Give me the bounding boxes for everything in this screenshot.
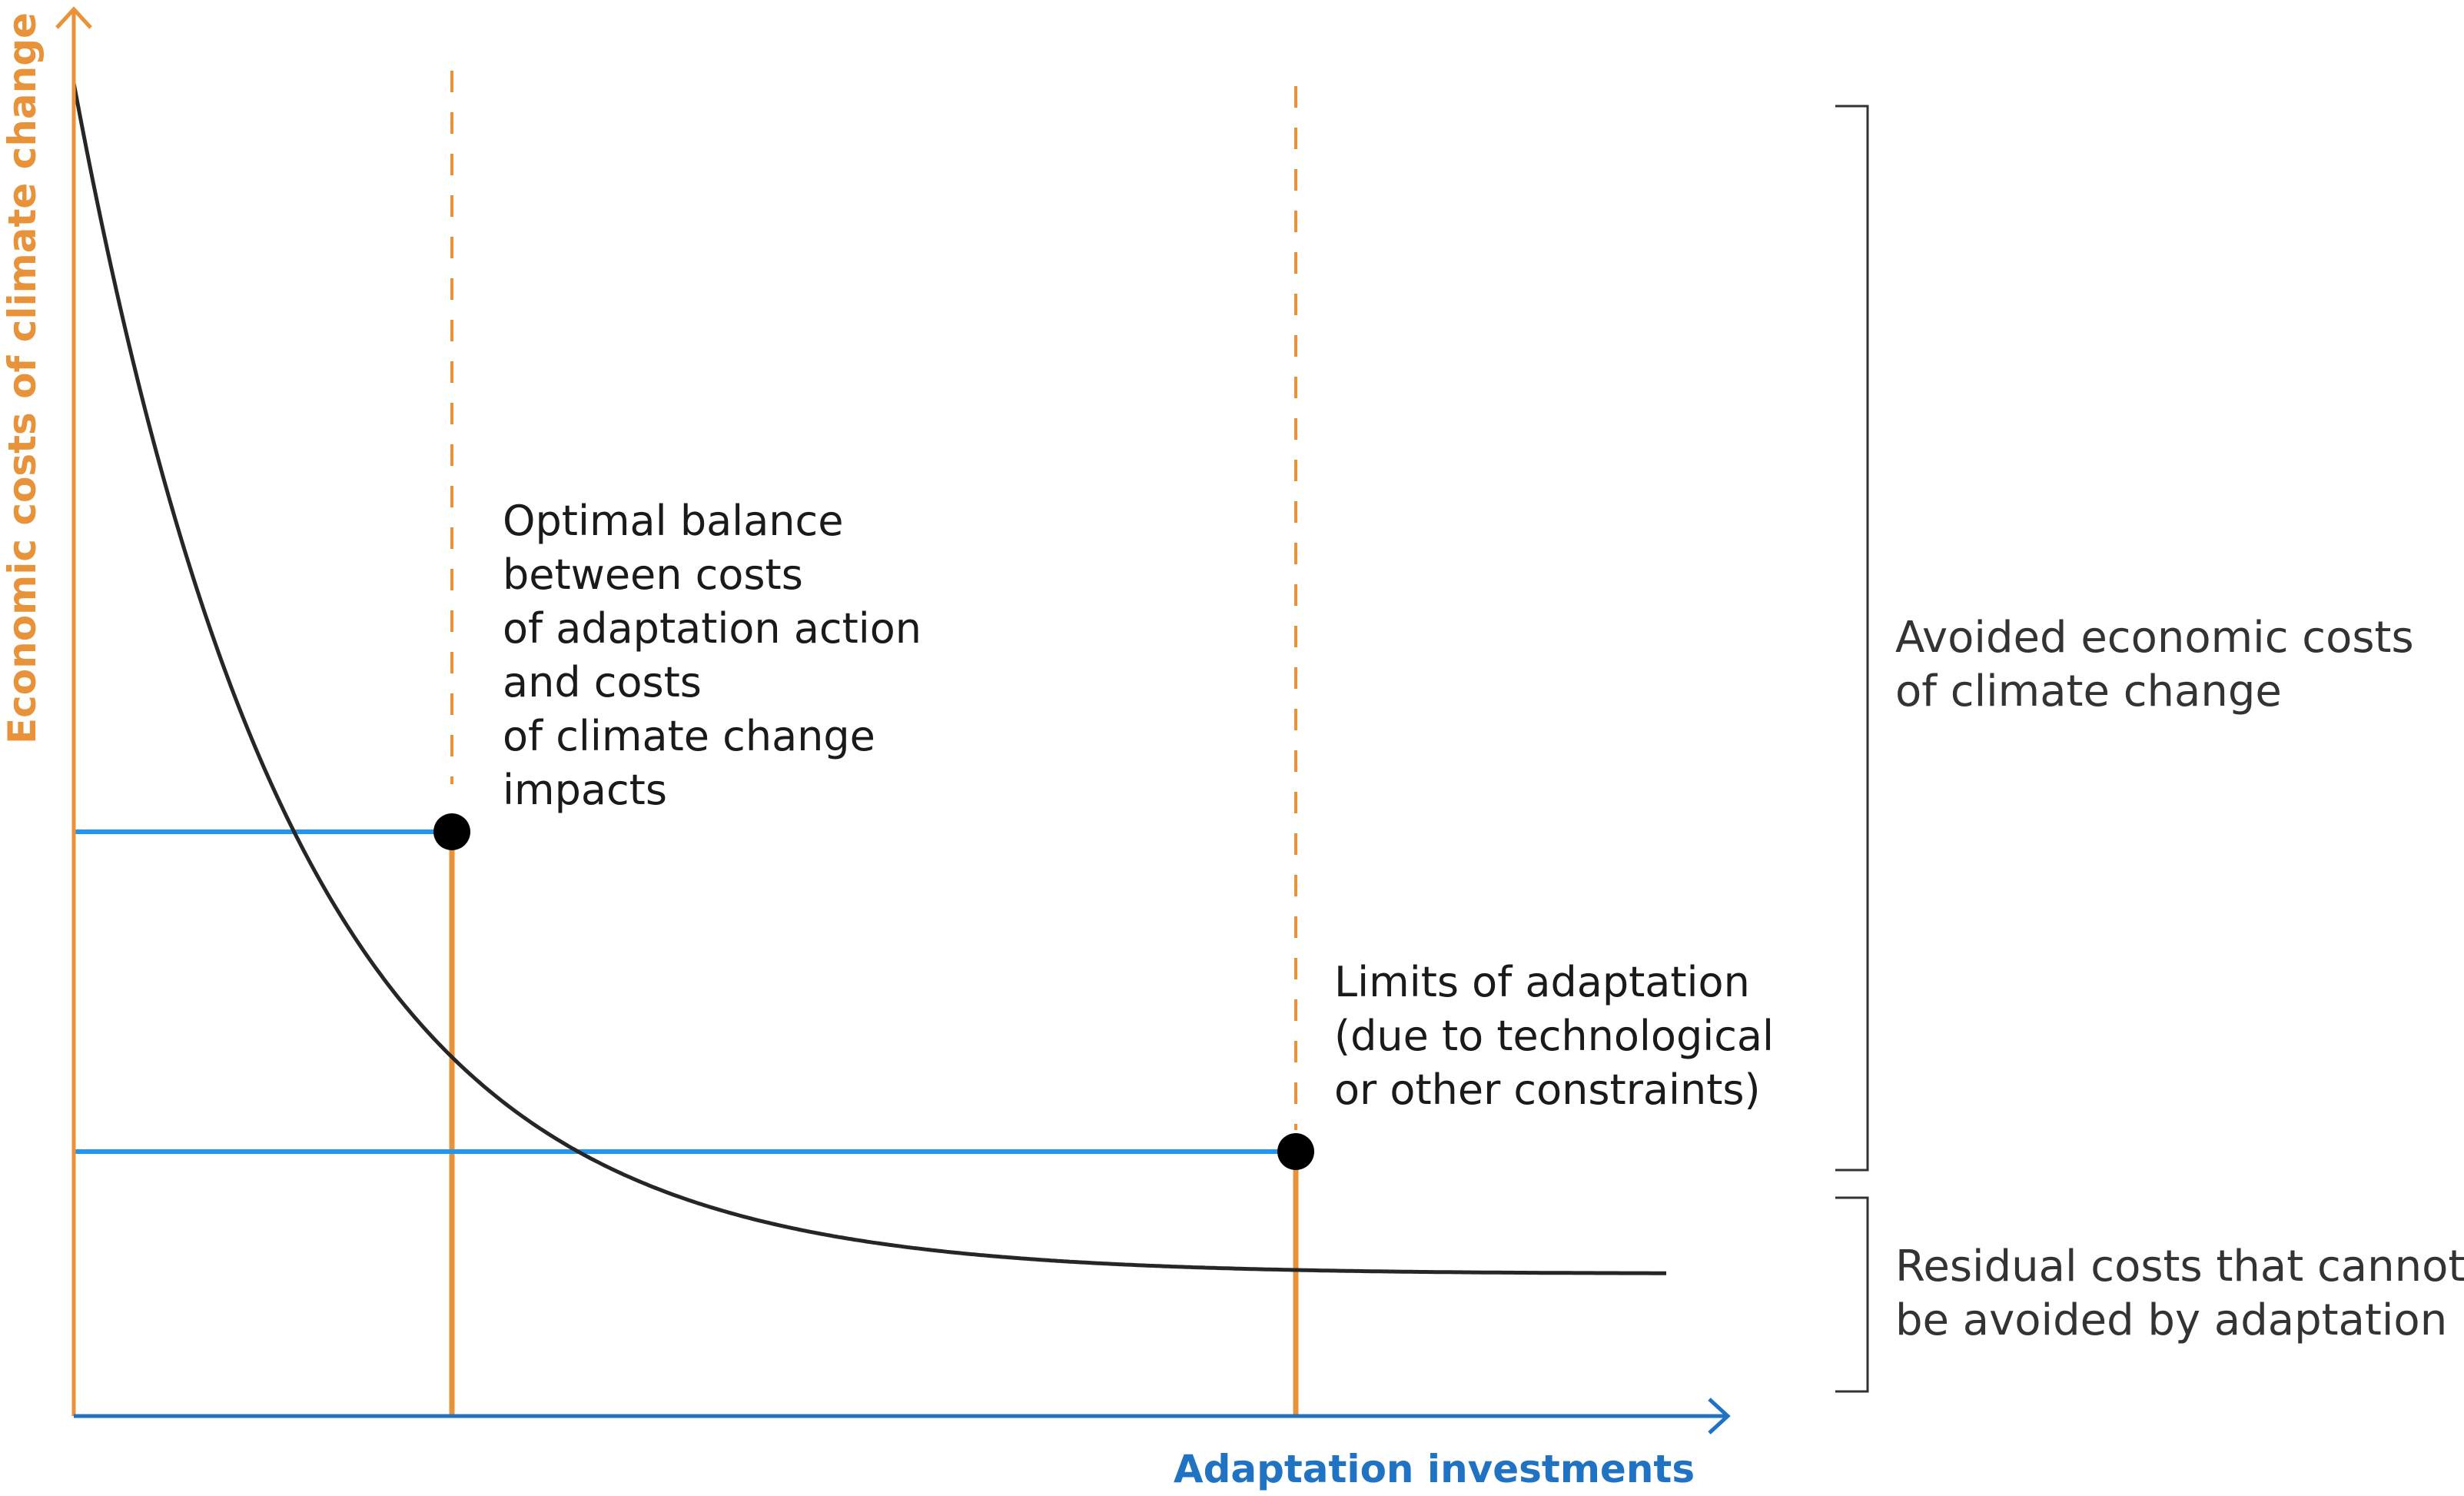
avoided-costs-bracket — [1835, 105, 1869, 1172]
optimal-line-6: impacts — [503, 766, 667, 814]
limits-line-1: Limits of adaptation — [1334, 958, 1750, 1006]
limits-line-2: (due to technological — [1334, 1012, 1774, 1060]
cost-curve — [71, 82, 1666, 1275]
optimal-balance-point — [433, 813, 470, 850]
residual-costs-label: Residual costs that cannot be avoided by… — [1895, 1242, 2464, 1345]
optimal-balance-annotation: Optimal balance between costs of adaptat… — [503, 497, 935, 814]
x-axis-title: Adaptation investments — [1174, 1447, 1695, 1491]
optimal-line-1: Optimal balance — [503, 497, 843, 545]
residual-line-2: be avoided by adaptation — [1895, 1295, 2447, 1345]
optimal-line-5: of climate change — [503, 712, 875, 760]
limits-annotation: Limits of adaptation (due to technologic… — [1334, 958, 1787, 1114]
optimal-line-4: and costs — [503, 658, 702, 706]
optimal-line-3: of adaptation action — [503, 604, 922, 653]
avoided-costs-label: Avoided economic costs of climate change — [1895, 613, 2427, 716]
x-axis-arrowhead — [1708, 1398, 1731, 1434]
optimal-line-2: between costs — [503, 550, 803, 599]
avoided-line-2: of climate change — [1895, 667, 2282, 716]
residual-line-1: Residual costs that cannot — [1895, 1242, 2464, 1292]
limits-line-3: or other constraints) — [1334, 1065, 1761, 1114]
avoided-line-1: Avoided economic costs — [1895, 613, 2414, 663]
y-axis-arrowhead — [55, 6, 92, 29]
residual-costs-bracket — [1835, 1196, 1869, 1393]
y-axis-title: Economic costs of climate change — [0, 12, 45, 744]
limits-point — [1277, 1133, 1314, 1170]
